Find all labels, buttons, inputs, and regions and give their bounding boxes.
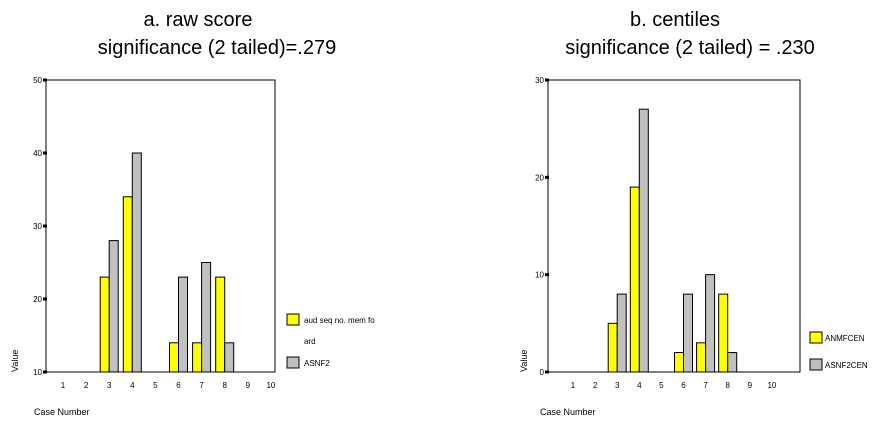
- chart-b-xtick-label: 9: [748, 381, 753, 390]
- chart-a-title: a. raw score: [144, 9, 253, 31]
- chart-a-xtick-label: 3: [107, 381, 112, 390]
- chart-b-subtitle: significance (2 tailed) = .230: [565, 37, 815, 59]
- chart-b-ytick-label: 10: [535, 271, 544, 280]
- chart-a-ytick-label: 40: [33, 149, 42, 158]
- chart-b-title: b. centiles: [630, 9, 720, 31]
- chart-b-y-axis: 0 10 20 30: [535, 76, 549, 377]
- chart-a-xtick-label: 6: [176, 381, 181, 390]
- chart-a-bar-series2: [179, 277, 188, 372]
- chart-b-bar-series1: [630, 187, 639, 372]
- chart-b-bar-series2: [684, 294, 693, 372]
- chart-b-ytick-label: 20: [535, 173, 544, 182]
- chart-b-xtick-label: 3: [615, 381, 620, 390]
- chart-a-xtick-label: 9: [246, 381, 251, 390]
- legend-b-swatch-0: [810, 332, 822, 343]
- chart-a-xtick-label: 4: [130, 381, 135, 390]
- chart-a-bar-series1: [216, 277, 225, 372]
- chart-a-ylabel: Value: [10, 350, 20, 372]
- chart-a-plot-area: [46, 80, 275, 372]
- chart-b-x-axis: 1 2 3 4 5 6 7 8 9 10: [571, 381, 777, 390]
- chart-a-legend: aud seq no. mem fo ard ASNF2: [287, 314, 375, 368]
- chart-a-x-axis: 1 2 3 4 5 6 7 8 9 10: [61, 381, 276, 390]
- chart-b-ylabel: Value: [519, 350, 529, 372]
- chart-b-plot-area: [548, 80, 800, 372]
- chart-a-bar-series2: [109, 241, 118, 372]
- chart-b-xtick-label: 6: [681, 381, 686, 390]
- chart-b-xtick-label: 8: [725, 381, 730, 390]
- chart-b-ytick-label: 0: [540, 368, 545, 377]
- chart-b-bar-series2: [728, 353, 737, 372]
- chart-a-bar-series1: [170, 343, 179, 372]
- legend-b-label-1: ASNF2CEN: [825, 361, 868, 370]
- chart-a-xtick-label: 7: [199, 381, 204, 390]
- chart-b-bar-series1: [608, 323, 617, 372]
- chart-b-bar-series2: [617, 294, 626, 372]
- chart-a-ytick-label: 20: [33, 295, 42, 304]
- chart-b-xtick-label: 4: [637, 381, 642, 390]
- chart-b-bar-series1: [719, 294, 728, 372]
- chart-b-ytick-label: 30: [535, 76, 544, 85]
- chart-b-bar-series2: [706, 275, 715, 372]
- chart-panel-b: b. centiles significance (2 tailed) = .2…: [519, 9, 868, 417]
- chart-b-xtick-label: 1: [571, 381, 576, 390]
- chart-b-bars: [608, 109, 737, 372]
- legend-a-swatch-1: [287, 357, 299, 368]
- legend-a-label-0-line2: ard: [304, 337, 316, 346]
- chart-b-bar-series1: [697, 343, 706, 372]
- legend-a-label-1: ASNF2: [304, 359, 330, 368]
- chart-a-xtick-label: 2: [84, 381, 89, 390]
- chart-b-bar-series1: [675, 353, 684, 372]
- chart-a-bar-series2: [202, 263, 211, 373]
- chart-b-xtick-label: 5: [659, 381, 664, 390]
- chart-a-ytick-label: 30: [33, 222, 42, 231]
- chart-a-bar-series1: [100, 277, 109, 372]
- chart-a-bar-series1: [193, 343, 202, 372]
- legend-a-label-0: aud seq no. mem fo: [304, 316, 375, 325]
- chart-a-bar-series2: [225, 343, 234, 372]
- chart-b-xtick-label: 7: [703, 381, 708, 390]
- chart-b-xtick-label: 10: [767, 381, 776, 390]
- chart-a-bar-series1: [123, 197, 132, 372]
- legend-b-swatch-1: [810, 359, 822, 370]
- chart-a-xlabel: Case Number: [34, 407, 90, 417]
- chart-panel-a: a. raw score significance (2 tailed)=.27…: [10, 9, 375, 417]
- chart-a-ytick-label: 50: [33, 76, 42, 85]
- chart-a-xtick-label: 10: [266, 381, 275, 390]
- chart-a-ytick-label: 10: [33, 368, 42, 377]
- chart-a-bars: [100, 153, 234, 372]
- chart-a-y-axis: 10 20 30 40 50: [33, 76, 47, 377]
- chart-a-bar-series2: [132, 153, 141, 372]
- chart-a-xtick-label: 5: [153, 381, 158, 390]
- chart-a-subtitle: significance (2 tailed)=.279: [98, 37, 336, 59]
- chart-b-xtick-label: 2: [593, 381, 598, 390]
- chart-b-legend: ANMFCEN ASNF2CEN: [810, 332, 868, 370]
- chart-b-xlabel: Case Number: [540, 407, 596, 417]
- legend-a-swatch-0: [287, 314, 299, 325]
- legend-b-label-0: ANMFCEN: [825, 334, 865, 343]
- chart-a-xtick-label: 1: [61, 381, 66, 390]
- chart-a-xtick-label: 8: [222, 381, 227, 390]
- chart-b-bar-series2: [639, 109, 648, 372]
